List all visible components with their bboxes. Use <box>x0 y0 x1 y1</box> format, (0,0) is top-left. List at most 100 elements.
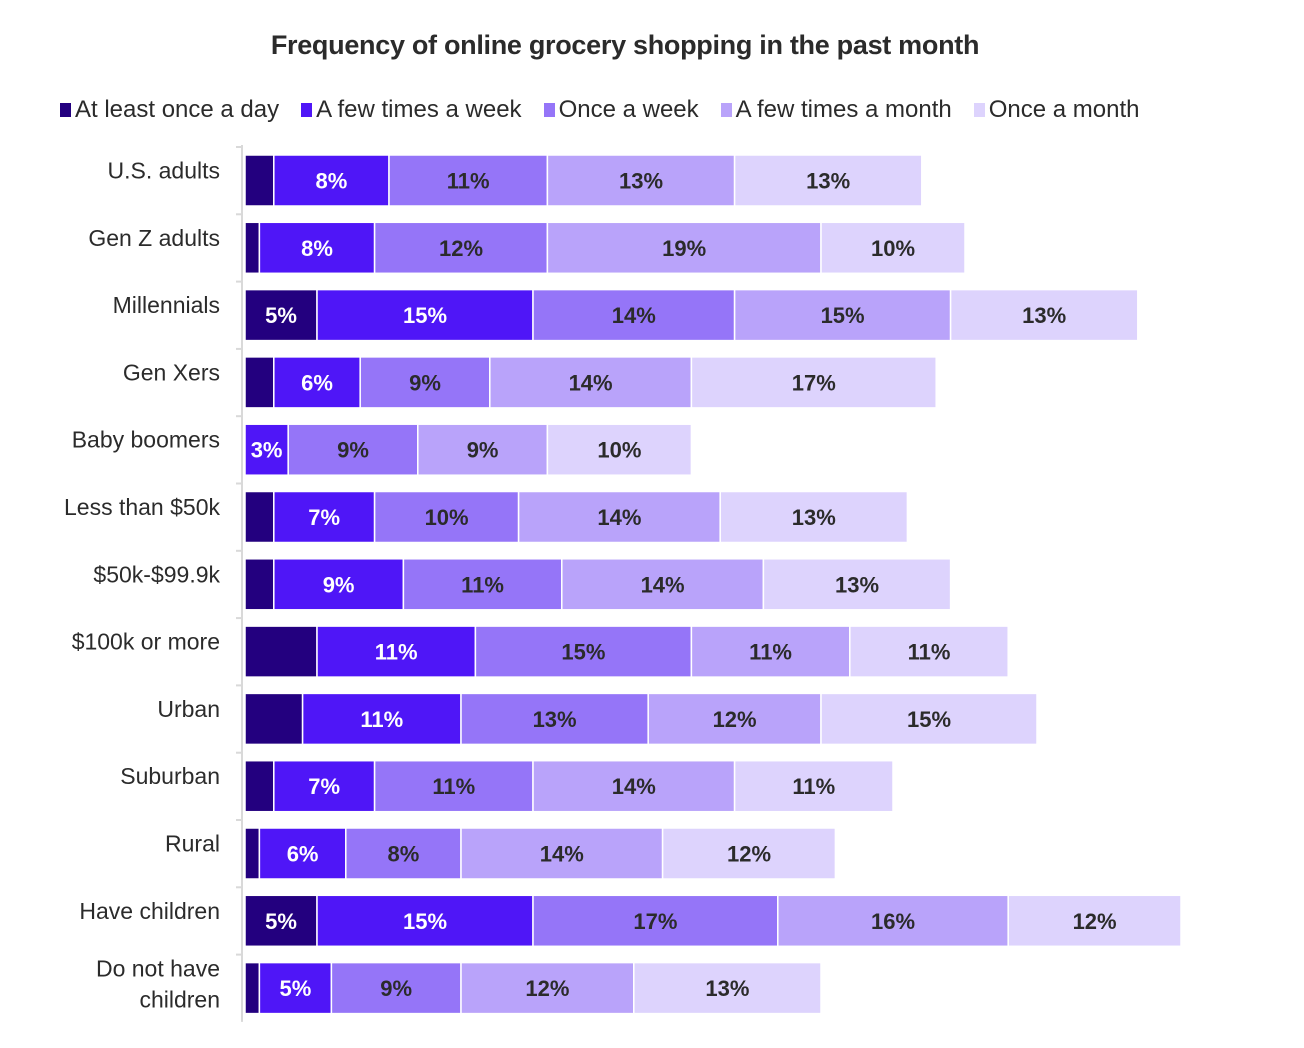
data-label: 6% <box>301 370 333 395</box>
legend-label: A few times a week <box>316 96 522 123</box>
bar-segment <box>373 490 520 544</box>
bar-segment <box>244 490 275 544</box>
bar-segment <box>460 961 635 1015</box>
bar-segment <box>561 558 765 611</box>
data-label: 5% <box>280 976 312 1001</box>
legend-item: Once a week <box>543 96 699 124</box>
bar-segment <box>820 692 1038 746</box>
bar-segment <box>258 827 347 880</box>
data-label: 13% <box>533 707 577 732</box>
category-label: Rural <box>165 831 220 857</box>
bar-segment <box>244 356 275 409</box>
data-label: 15% <box>561 640 605 665</box>
legend-swatch-2 <box>543 103 555 117</box>
bar-segment <box>244 961 261 1015</box>
bar-segment <box>316 288 534 342</box>
legend-item: At least once a day <box>60 96 279 124</box>
bar-segment <box>244 692 304 746</box>
bar-segment <box>690 356 937 409</box>
data-label: 3% <box>251 438 283 463</box>
bar-segment <box>244 221 261 275</box>
bar-segment <box>532 288 736 342</box>
bar-segment <box>244 625 318 678</box>
legend-item: A few times a month <box>720 96 952 124</box>
data-label: 13% <box>1022 303 1066 328</box>
bar-segment <box>244 558 275 611</box>
data-label: 15% <box>907 707 951 732</box>
bar-segment <box>719 490 909 544</box>
bar-segment <box>733 759 894 813</box>
data-label: 10% <box>871 236 915 261</box>
category-label: Gen Xers <box>123 359 220 385</box>
bar-segment <box>762 558 952 611</box>
bar-segment <box>460 692 649 746</box>
category-label: U.S. adults <box>108 158 221 184</box>
data-label: 16% <box>871 909 915 934</box>
bar-segment <box>849 625 1009 678</box>
bar-segment <box>633 961 822 1015</box>
bar-segment <box>460 827 664 880</box>
data-label: 14% <box>612 774 656 799</box>
data-label: 11% <box>375 640 418 665</box>
bar-segment <box>373 759 534 813</box>
bar-segment <box>244 154 275 207</box>
category-label: $100k or more <box>72 629 220 655</box>
bar-segment <box>244 894 318 948</box>
bar-segment <box>244 759 275 813</box>
data-label: 11% <box>432 774 475 799</box>
bar-segment <box>489 356 693 409</box>
bar-segment <box>402 558 563 611</box>
data-label: 15% <box>821 303 865 328</box>
data-label: 8% <box>316 169 348 194</box>
bar-segment <box>345 827 462 880</box>
category-label: $50k-$99.9k <box>93 561 220 587</box>
data-label: 5% <box>265 303 297 328</box>
category-label: Less than $50k <box>64 494 221 520</box>
data-label: 8% <box>388 842 420 867</box>
legend-item: A few times a week <box>301 96 522 124</box>
data-label: 12% <box>713 707 757 732</box>
data-label: 14% <box>597 505 641 530</box>
bar-segment <box>532 894 779 948</box>
bar-segment <box>546 423 693 476</box>
data-label: 8% <box>301 236 333 261</box>
category-label: Have children <box>79 898 220 924</box>
bar-segment <box>244 288 318 342</box>
bar-segment <box>517 490 721 544</box>
data-label: 11% <box>908 640 951 665</box>
bar-segment <box>820 221 966 275</box>
bar-segment <box>661 827 837 880</box>
bar-segment <box>301 692 462 746</box>
data-label: 6% <box>287 842 319 867</box>
bar-segment <box>777 894 1009 948</box>
data-label: 13% <box>705 976 749 1001</box>
data-label: 9% <box>323 572 355 597</box>
data-label: 19% <box>662 236 706 261</box>
bar-segment <box>949 288 1139 342</box>
legend-swatch-4 <box>973 103 985 117</box>
data-label: 7% <box>308 774 340 799</box>
bar-segment <box>733 288 952 342</box>
data-label: 12% <box>1073 909 1117 934</box>
bar-segment <box>733 154 923 207</box>
legend-item: Once a month <box>973 96 1139 124</box>
bar-segment <box>1007 894 1182 948</box>
legend-label: At least once a day <box>75 96 280 123</box>
category-label: Gen Z adults <box>88 225 220 251</box>
legend-swatch-0 <box>60 103 71 117</box>
data-label: 11% <box>749 640 792 665</box>
data-label: 11% <box>447 169 490 194</box>
bar-segment <box>258 221 376 275</box>
data-label: 13% <box>835 572 879 597</box>
data-label: 12% <box>525 976 569 1001</box>
legend-label: Once a week <box>558 96 699 123</box>
bar-segment <box>273 356 361 409</box>
legend-swatch-1 <box>301 103 313 117</box>
data-label: 15% <box>403 303 447 328</box>
data-label: 14% <box>641 572 685 597</box>
data-label: 9% <box>380 976 412 1001</box>
data-label: 12% <box>439 236 483 261</box>
data-label: 10% <box>425 505 469 530</box>
data-label: 11% <box>461 572 504 597</box>
legend: At least once a day A few times a week O… <box>60 96 1139 124</box>
